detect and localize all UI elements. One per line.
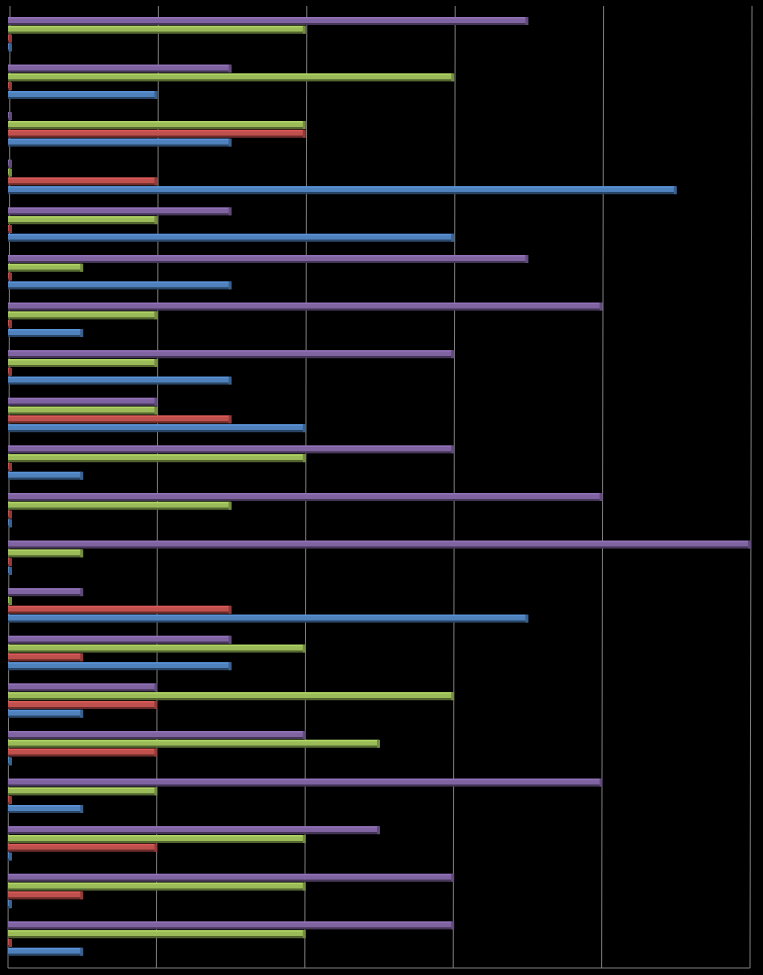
- bar-s1-c17: [8, 843, 158, 852]
- bar-s1-c11: [8, 558, 12, 567]
- bar-s3-c12: [8, 588, 84, 597]
- bar-s2-c11: [8, 549, 84, 558]
- gridline-10: [749, 5, 753, 969]
- bar-s2-c13: [8, 644, 306, 653]
- bar-s3-c15: [8, 731, 306, 739]
- bar-s2-c16: [8, 787, 158, 796]
- bar-s1-c12: [8, 605, 232, 614]
- bar-s1-c19: [8, 939, 12, 947]
- bar-s2-c1: [8, 73, 455, 82]
- bar-s0-c15: [8, 757, 12, 766]
- bar-s3-c10: [8, 493, 603, 501]
- bar-s1-c9: [8, 463, 12, 471]
- bar-s0-c12: [8, 614, 529, 623]
- gridline-2: [155, 5, 159, 969]
- bar-s0-c3: [8, 186, 677, 195]
- bar-s2-c7: [8, 359, 158, 367]
- bar-s3-c6: [8, 302, 603, 311]
- bar-s3-c11: [8, 540, 751, 549]
- bar-s0-c17: [8, 852, 12, 861]
- bar-s0-c6: [8, 329, 84, 337]
- bar-s3-c14: [8, 683, 158, 692]
- bar-s3-c17: [8, 826, 380, 835]
- bar-s0-c14: [8, 709, 84, 718]
- bar-s1-c18: [8, 891, 84, 900]
- bar-s2-c3: [8, 168, 12, 177]
- bar-s2-c6: [8, 311, 158, 320]
- bar-s3-c18: [8, 873, 455, 882]
- bar-s3-c3: [8, 159, 12, 168]
- bar-s3-c4: [8, 207, 232, 216]
- bar-s1-c14: [8, 701, 158, 709]
- bar-s2-c5: [8, 263, 84, 272]
- bar-s0-c2: [8, 138, 232, 147]
- bar-s1-c6: [8, 320, 12, 329]
- bar-s1-c3: [8, 177, 158, 186]
- bar-s1-c5: [8, 272, 12, 281]
- bars: [8, 17, 751, 956]
- bar-s2-c15: [8, 739, 380, 748]
- gridline-6: [452, 5, 456, 969]
- bar-s0-c8: [8, 424, 306, 433]
- gridline-4: [304, 5, 308, 969]
- bar-s0-c7: [8, 376, 232, 385]
- bar-s1-c2: [8, 129, 306, 138]
- bar-s0-c9: [8, 471, 84, 480]
- bar-s3-c9: [8, 445, 455, 454]
- bar-s2-c18: [8, 882, 306, 891]
- bar-s0-c11: [8, 567, 12, 575]
- bar-s1-c15: [8, 748, 158, 757]
- bar-s1-c16: [8, 796, 12, 805]
- bar-s2-c8: [8, 406, 158, 415]
- bar-s0-c10: [8, 519, 12, 528]
- bar-s3-c0: [8, 17, 529, 25]
- bar-s2-c0: [8, 25, 306, 34]
- bar-s0-c13: [8, 662, 232, 671]
- bar-s3-c1: [8, 64, 232, 73]
- gridline-8: [601, 5, 605, 969]
- bar-s3-c19: [8, 921, 455, 930]
- bar-s2-c17: [8, 835, 306, 843]
- bar-s3-c8: [8, 397, 158, 406]
- bar-s2-c12: [8, 597, 12, 605]
- grid-lines: [7, 5, 753, 969]
- bar-s1-c0: [8, 34, 12, 43]
- bar-s1-c13: [8, 653, 84, 662]
- gridline-0: [7, 5, 11, 969]
- bar-s0-c19: [8, 947, 84, 956]
- bar-s0-c5: [8, 281, 232, 290]
- bar-s0-c16: [8, 805, 84, 813]
- bar-s2-c4: [8, 216, 158, 225]
- bar-s2-c14: [8, 692, 455, 701]
- bar-s0-c1: [8, 91, 158, 99]
- bar-s1-c10: [8, 510, 12, 519]
- bar-s3-c16: [8, 778, 603, 787]
- bar-s3-c13: [8, 635, 232, 644]
- bar-s1-c1: [8, 82, 12, 91]
- bar-s2-c10: [8, 501, 232, 510]
- bar-s0-c4: [8, 233, 455, 242]
- bar-s3-c5: [8, 255, 529, 263]
- bar-s2-c2: [8, 121, 306, 129]
- bar-s2-c19: [8, 930, 306, 939]
- bar-s1-c4: [8, 225, 12, 233]
- bar-s1-c8: [8, 415, 232, 424]
- bar-s0-c18: [8, 900, 12, 909]
- bar-s0-c0: [8, 43, 12, 52]
- bar-s1-c7: [8, 367, 12, 376]
- bar-s3-c7: [8, 350, 455, 359]
- bar-s2-c9: [8, 454, 306, 463]
- bar-s3-c2: [8, 112, 12, 121]
